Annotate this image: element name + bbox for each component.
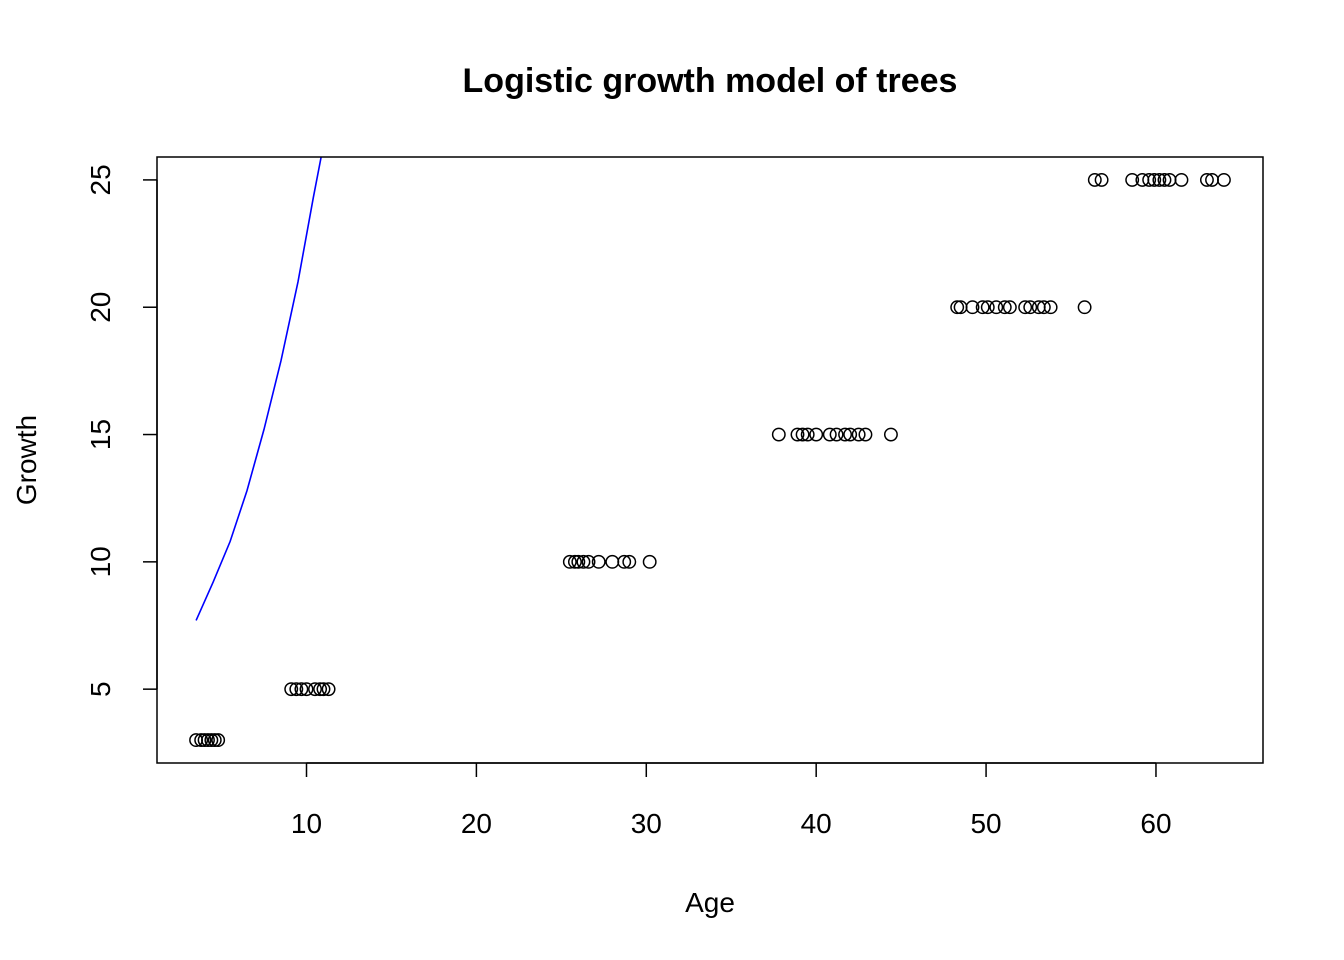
point-4 xyxy=(204,733,219,748)
point-30 xyxy=(822,427,837,442)
point-26 xyxy=(790,427,805,442)
point-39 xyxy=(965,300,980,315)
point-15 xyxy=(562,554,577,569)
x-tick-label-3: 40 xyxy=(801,808,832,839)
chart-title: Logistic growth model of trees xyxy=(463,62,958,100)
y-tick-label-0: 5 xyxy=(85,681,116,697)
fitted-curve-layer xyxy=(195,157,322,621)
point-43 xyxy=(997,300,1012,315)
point-1 xyxy=(194,733,209,748)
point-51 xyxy=(1087,172,1102,187)
point-16 xyxy=(567,554,582,569)
point-61 xyxy=(1199,172,1214,187)
point-19 xyxy=(581,554,596,569)
point-58 xyxy=(1157,172,1172,187)
point-7 xyxy=(284,682,299,697)
point-22 xyxy=(617,554,632,569)
x-tick-label-4: 50 xyxy=(970,808,1001,839)
point-20 xyxy=(591,554,606,569)
point-32 xyxy=(838,427,853,442)
point-3 xyxy=(201,733,215,748)
point-56 xyxy=(1147,172,1162,187)
x-tick-label-2: 30 xyxy=(631,808,662,839)
point-49 xyxy=(1043,300,1058,315)
fitted-curve xyxy=(195,157,322,621)
point-28 xyxy=(800,427,815,442)
point-45 xyxy=(1018,300,1033,315)
point-9 xyxy=(294,682,309,697)
x-tick-label-1: 20 xyxy=(461,808,492,839)
point-46 xyxy=(1023,300,1038,315)
point-44 xyxy=(1002,300,1017,315)
point-63 xyxy=(1216,172,1231,187)
point-13 xyxy=(316,682,331,697)
y-axis: 5 10 15 20 25 xyxy=(85,164,158,697)
point-42 xyxy=(989,300,1004,315)
point-17 xyxy=(571,554,586,569)
point-21 xyxy=(605,554,620,569)
point-8 xyxy=(289,682,304,697)
point-12 xyxy=(313,682,328,697)
x-tick-label-0: 10 xyxy=(291,808,322,839)
point-14 xyxy=(321,682,336,697)
point-5 xyxy=(207,733,222,748)
point-37 xyxy=(950,300,965,315)
point-11 xyxy=(308,682,322,697)
point-18 xyxy=(576,554,591,569)
point-48 xyxy=(1036,300,1051,315)
point-60 xyxy=(1174,172,1189,187)
point-52 xyxy=(1094,172,1109,187)
point-10 xyxy=(299,682,314,697)
point-27 xyxy=(795,427,810,442)
point-34 xyxy=(851,427,866,442)
point-24 xyxy=(642,554,657,569)
point-35 xyxy=(858,427,873,442)
point-40 xyxy=(975,300,990,315)
y-tick-label-1: 10 xyxy=(85,546,116,577)
x-axis: 10 20 30 40 50 60 xyxy=(291,762,1172,839)
x-axis-label: Age xyxy=(685,887,735,918)
point-36 xyxy=(883,427,898,442)
point-6 xyxy=(211,733,226,748)
point-2 xyxy=(197,733,212,748)
y-tick-label-3: 20 xyxy=(85,292,116,323)
point-55 xyxy=(1142,172,1157,187)
point-41 xyxy=(980,300,995,315)
scatter-points-layer xyxy=(189,172,1231,748)
point-33 xyxy=(843,427,858,442)
x-tick-label-5: 60 xyxy=(1140,808,1171,839)
point-25 xyxy=(771,427,786,442)
y-tick-label-2: 15 xyxy=(85,419,116,450)
point-57 xyxy=(1152,172,1167,187)
point-31 xyxy=(829,427,844,442)
point-29 xyxy=(809,427,824,442)
y-axis-label: Growth xyxy=(11,415,42,505)
y-tick-label-4: 25 xyxy=(85,164,116,195)
point-53 xyxy=(1125,172,1140,187)
point-23 xyxy=(622,554,637,569)
plot-frame xyxy=(156,156,1264,764)
point-50 xyxy=(1077,300,1092,315)
